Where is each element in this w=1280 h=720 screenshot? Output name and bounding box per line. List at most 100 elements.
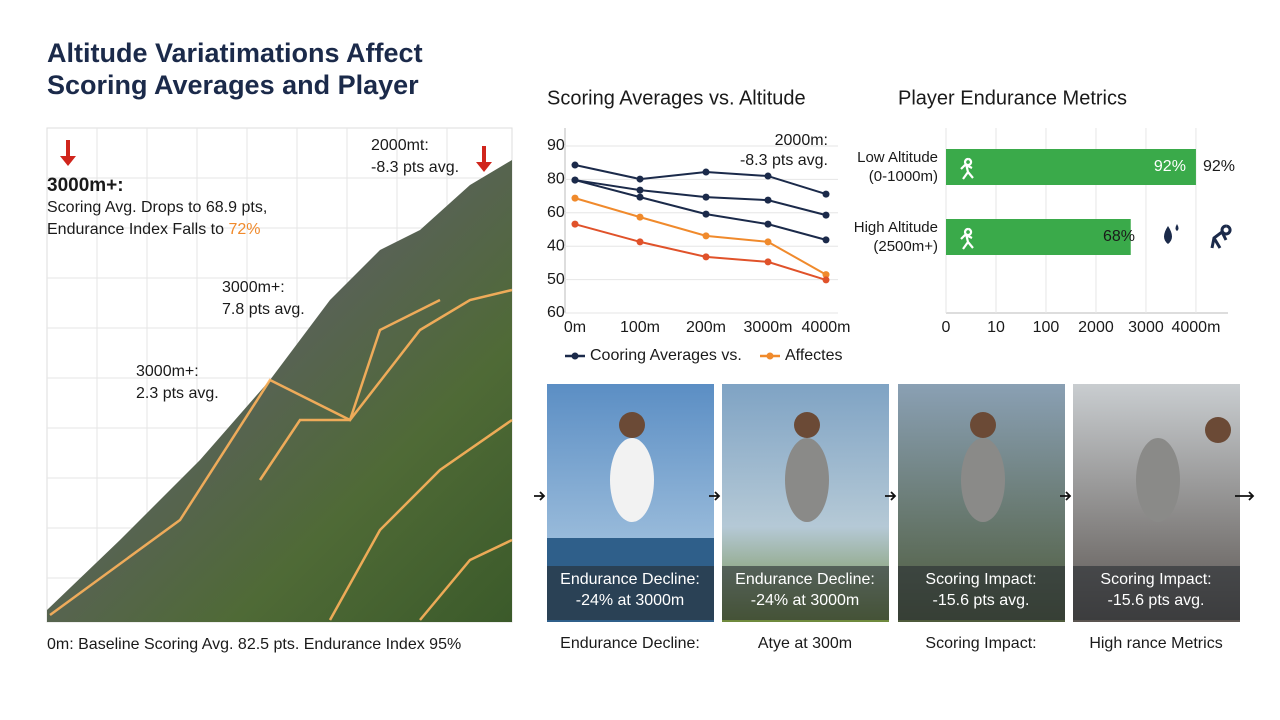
map-annotation: Scoring Avg. Drops to 68.9 pts,	[47, 199, 267, 216]
photo-caption: -24% at 3000m	[751, 592, 860, 609]
legend-swatch	[766, 352, 774, 360]
highlight: 72%	[228, 221, 260, 238]
point	[764, 238, 772, 246]
photo-label: Scoring Impact:	[925, 635, 1036, 652]
x-tick-label: 200m	[686, 319, 726, 336]
x-tick-label: 3000m	[744, 319, 793, 336]
point	[571, 220, 579, 228]
flow-arrow	[534, 491, 546, 501]
y-tick-label: High Altitude	[854, 219, 938, 236]
runner-icon	[960, 227, 974, 250]
x-tick-label: 0	[942, 319, 951, 336]
y-tick-label: 40	[547, 237, 565, 254]
photo-caption: Endurance Decline:	[560, 571, 700, 588]
map-annotation: 7.8 pts avg.	[222, 301, 305, 318]
x-tick-label: 100	[1033, 319, 1060, 336]
flow-arrow	[1060, 491, 1072, 501]
value-label: 92%	[1154, 158, 1186, 175]
x-tick-label: 3000	[1128, 319, 1164, 336]
photo-caption: -24% at 3000m	[576, 592, 685, 609]
point	[636, 213, 644, 221]
caption-box	[547, 566, 714, 620]
route-lines	[49, 288, 513, 621]
point	[822, 276, 830, 284]
y-tick-label: 90	[547, 137, 565, 154]
x-tick-label: 0m	[564, 319, 586, 336]
photo-label: High rance Metrics	[1089, 635, 1222, 652]
photo-label: Atye at 300m	[758, 635, 852, 652]
bar	[946, 219, 1131, 255]
chart-title: Player Endurance Metrics	[898, 87, 1127, 109]
y-tick-label: (2500m+)	[873, 238, 938, 255]
y-tick-label: 60	[547, 204, 565, 221]
x-tick-label: 100m	[620, 319, 660, 336]
value-label: 68%	[1103, 228, 1135, 245]
x-tick-label: 4000m	[802, 319, 851, 336]
y-tick-label: Low Altitude	[857, 149, 938, 166]
point	[764, 172, 772, 180]
value-label: 92%	[1203, 158, 1235, 175]
x-tick-label: 10	[987, 319, 1005, 336]
tired-icon	[1210, 224, 1232, 249]
arrow-icon	[476, 146, 492, 172]
point	[636, 186, 644, 194]
photo-caption: Scoring Impact:	[925, 571, 1036, 588]
photo-caption: Scoring Impact:	[1100, 571, 1211, 588]
photo-head	[970, 412, 996, 438]
point	[636, 238, 644, 246]
map-annotation: -8.3 pts avg.	[371, 159, 459, 176]
point	[822, 190, 830, 198]
chart-annotation: 2000m:	[775, 132, 828, 149]
arrow-icon	[60, 140, 76, 166]
x-tick-label: 2000	[1078, 319, 1114, 336]
legend-label: Affectes	[785, 347, 843, 364]
point	[571, 194, 579, 202]
y-tick-label: 60	[547, 304, 565, 321]
page-title: Scoring Averages and Player	[47, 70, 419, 100]
point	[822, 211, 830, 219]
flow-arrow	[885, 491, 897, 501]
point	[702, 253, 710, 261]
map-footer: 0m: Baseline Scoring Avg. 82.5 pts. Endu…	[47, 636, 461, 653]
point	[702, 168, 710, 176]
chart-title: Scoring Averages vs. Altitude	[547, 87, 806, 109]
flow-arrow	[1235, 491, 1255, 501]
photo-caption: -15.6 pts avg.	[933, 592, 1030, 609]
legend-swatch	[571, 352, 579, 360]
point	[702, 193, 710, 201]
y-tick-label: 80	[547, 171, 565, 188]
x-tick-label: 4000m	[1171, 319, 1220, 336]
photo-head	[1205, 417, 1231, 443]
point	[764, 220, 772, 228]
y-tick-label: (0-1000m)	[869, 168, 938, 185]
point	[571, 176, 579, 184]
point	[822, 271, 830, 279]
point	[764, 196, 772, 204]
line-series	[574, 223, 827, 281]
photo-figure	[1136, 438, 1180, 522]
map-annotation: Endurance Index Falls to 72%	[47, 221, 260, 238]
point	[636, 193, 644, 201]
point	[822, 236, 830, 244]
photo-caption: -15.6 pts avg.	[1108, 592, 1205, 609]
point	[571, 161, 579, 169]
point	[702, 210, 710, 218]
line-series	[574, 197, 827, 276]
photo-head	[619, 412, 645, 438]
point	[764, 258, 772, 266]
photo-caption: Endurance Decline:	[735, 571, 875, 588]
map-panel	[46, 127, 513, 623]
page-title: Altitude Variatimations Affect	[47, 38, 423, 68]
photo-figure	[785, 438, 829, 522]
photo-figure	[610, 438, 654, 522]
map-annotation: 2000mt:	[371, 137, 429, 154]
point	[702, 232, 710, 240]
map-annotation: 3000m+:	[136, 363, 199, 380]
map-annotation: 2.3 pts avg.	[136, 385, 219, 402]
photo-head	[794, 412, 820, 438]
drop-icon	[1164, 224, 1179, 244]
point	[636, 175, 644, 183]
photo-label: Endurance Decline:	[560, 635, 700, 652]
chart-annotation: -8.3 pts avg.	[740, 152, 828, 169]
